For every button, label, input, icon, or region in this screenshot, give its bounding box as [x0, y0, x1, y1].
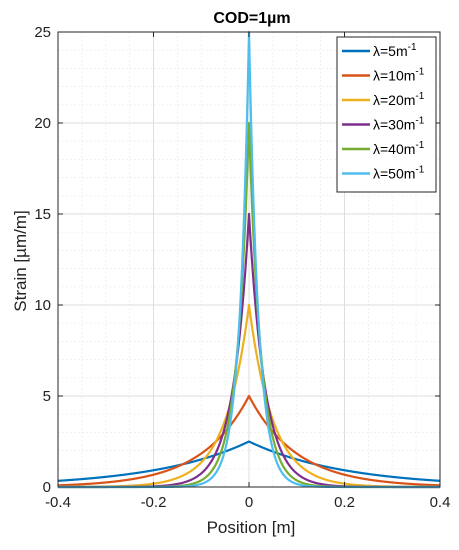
series-line-1 [57, 394, 441, 487]
y-tick-label: 0 [43, 479, 51, 496]
x-tick-label: 0.4 [430, 494, 451, 511]
chart-title: COD=1µm [213, 10, 290, 27]
x-tick-label: -0.2 [141, 494, 167, 511]
y-tick-label: 15 [34, 206, 51, 223]
y-tick-label: 10 [34, 297, 51, 314]
x-axis-title: Position [m] [207, 518, 296, 537]
legend-label-2: λ=20m-1 [373, 91, 425, 108]
x-tick-label: 0.2 [334, 494, 355, 511]
legend-box [336, 36, 437, 193]
y-tick-label: 5 [43, 388, 51, 405]
legend-label-4: λ=40m-1 [373, 140, 425, 157]
series-line-0 [57, 440, 441, 482]
legend: λ=5m-1 λ=10m-1 λ=20m-1 λ=30m-1 λ=40m-1 λ=50m-… [336, 36, 437, 193]
y-tick-label: 25 [34, 24, 51, 41]
legend-label-0: λ=5m-1 [373, 42, 417, 59]
x-tick-label: 0 [245, 494, 253, 511]
y-tick-label: 20 [34, 115, 51, 132]
y-axis-title: Strain [µm/m] [11, 210, 30, 311]
axes-layer: -0.4 -0.2 0 0.2 0.4 0 5 10 15 20 25 [34, 24, 450, 511]
legend-label-1: λ=10m-1 [373, 67, 425, 84]
legend-label-3: λ=30m-1 [373, 116, 425, 133]
legend-label-5: λ=50m-1 [373, 165, 425, 182]
x-tick-label: -0.4 [45, 494, 71, 511]
